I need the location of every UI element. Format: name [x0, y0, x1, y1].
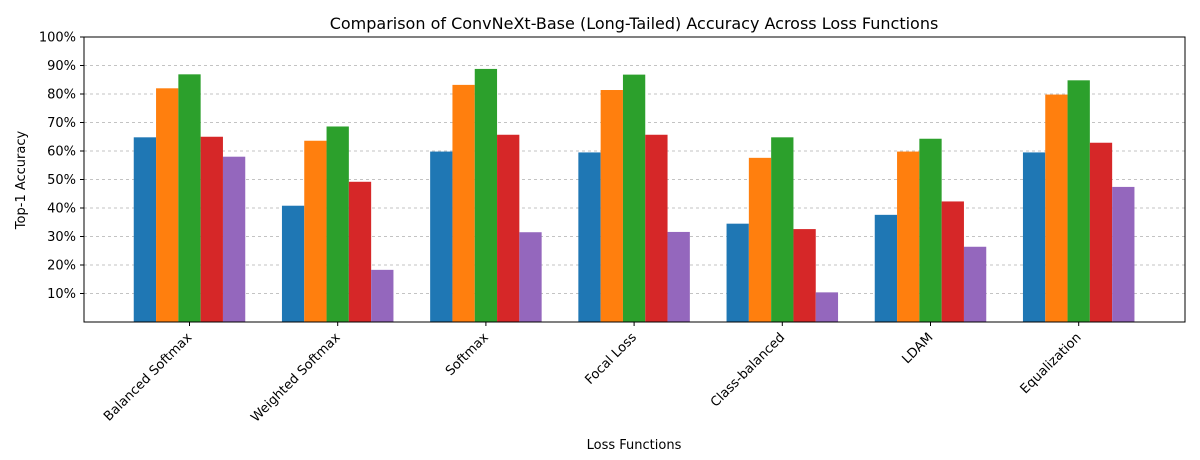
bar [645, 134, 668, 322]
bar [919, 138, 942, 322]
bar [156, 88, 179, 322]
bar [133, 137, 157, 322]
bar [963, 246, 987, 322]
bar [1067, 80, 1090, 322]
x-tick-label: Weighted Softmax [248, 330, 343, 425]
bar [1022, 152, 1046, 322]
x-tick-label: Focal Loss [582, 330, 640, 388]
bar [430, 151, 453, 322]
y-axis-title: Top-1 Accuracy [14, 131, 29, 231]
bar [874, 214, 898, 322]
y-tick-label: 60% [47, 145, 76, 160]
x-tick-label: Class-balanced [708, 330, 788, 410]
bars-layer [133, 68, 1135, 323]
y-tick-label: 50% [47, 173, 76, 188]
bar [815, 292, 839, 322]
y-tick-label: 40% [47, 202, 76, 217]
x-tick-label: Softmax [443, 330, 492, 379]
bar [726, 223, 749, 322]
x-axis-title: Loss Functions [587, 438, 682, 453]
y-tick-label: 20% [47, 259, 76, 274]
bar [304, 140, 327, 322]
bar [600, 90, 623, 322]
x-tick-label: Balanced Softmax [101, 330, 195, 424]
bar [371, 269, 394, 322]
bar [1089, 142, 1113, 322]
bar [793, 229, 816, 322]
y-tick-label: 70% [47, 116, 76, 131]
y-tick-label: 80% [47, 88, 76, 103]
bar [281, 205, 305, 322]
bar [667, 231, 690, 322]
bar [519, 232, 542, 322]
bar [178, 74, 201, 323]
bar [1112, 186, 1135, 322]
bar [748, 157, 772, 322]
x-tick-label: Equalization [1018, 330, 1085, 397]
y-tick-label: 90% [47, 59, 76, 74]
y-tick-label: 10% [47, 287, 76, 302]
chart-title: Comparison of ConvNeXt-Base (Long-Tailed… [330, 14, 939, 33]
bar [200, 136, 223, 322]
y-tick-label: 30% [47, 230, 76, 245]
bar [1045, 94, 1068, 322]
y-tick-label: 100% [39, 31, 76, 46]
bar [348, 181, 372, 322]
bar [222, 156, 246, 322]
bar [897, 151, 920, 322]
bar [771, 137, 794, 322]
bar [497, 134, 520, 322]
bar [941, 201, 964, 322]
bar [452, 84, 475, 322]
x-tick-label: LDAM [899, 330, 936, 367]
bar [326, 126, 349, 323]
bar [622, 74, 646, 323]
y-axis: 10% 20% 30% 40% 50% 60% 70% 80% 90% 100% [39, 31, 84, 302]
bar [474, 68, 498, 322]
bar [578, 152, 601, 322]
x-axis: Balanced Softmax Weighted Softmax Softmax F… [101, 322, 1085, 425]
